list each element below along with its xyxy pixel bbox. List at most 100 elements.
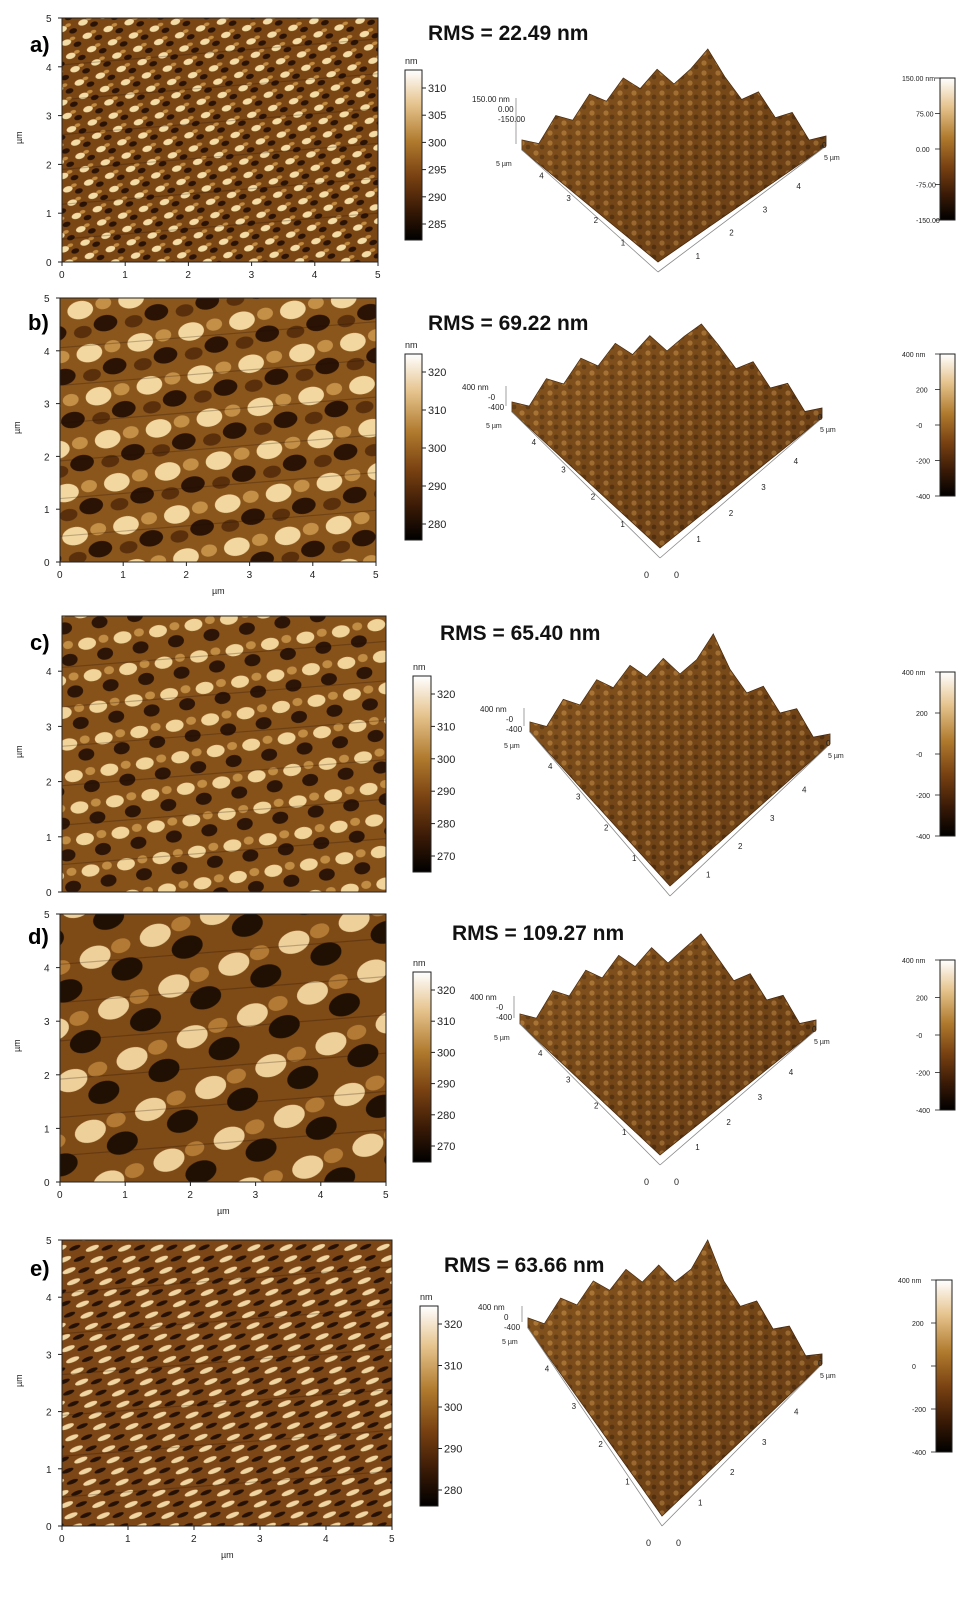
surface-right-tick-label: 2 bbox=[729, 229, 734, 238]
y-tick-label: 0 bbox=[44, 1178, 50, 1189]
colorbar-tick-label: 290 bbox=[437, 1079, 455, 1091]
colorbar-unit: nm bbox=[413, 958, 426, 968]
surface-shading bbox=[522, 49, 826, 262]
height-map-image bbox=[60, 298, 376, 562]
y-tick-label: 2 bbox=[46, 778, 52, 789]
surface-colorbar-ramp bbox=[939, 671, 956, 837]
surface-z-tick-label: -0 bbox=[496, 1003, 504, 1012]
colorbar-unit: nm bbox=[405, 340, 418, 350]
surface-streak bbox=[61, 719, 387, 747]
height-map-frame bbox=[61, 1239, 393, 1527]
x-tick-label: 0 bbox=[59, 270, 65, 281]
rms-value: RMS = 109.27 nm bbox=[452, 922, 624, 945]
x-tick-label: 0 bbox=[57, 570, 63, 581]
height-map: 0 1 2 3 4 5 0 1 2 3 4 5 µm µm bbox=[14, 1236, 395, 1560]
surface-axis-left bbox=[521, 149, 659, 273]
colorbar-tick-label: 310 bbox=[444, 1361, 462, 1373]
surface-streak bbox=[61, 798, 387, 826]
surface-origin-label: 0 bbox=[674, 570, 679, 580]
y-tick-label: 2 bbox=[46, 1408, 52, 1419]
surface-streak bbox=[61, 1266, 393, 1294]
colorbar-tick-label: 280 bbox=[437, 819, 455, 831]
surface-colorbar-tick-label: -200 bbox=[912, 1407, 926, 1414]
surface-left-axis-label: 5 µm bbox=[502, 1339, 518, 1346]
surface-axis-right bbox=[669, 743, 831, 897]
surface-streak bbox=[61, 1429, 393, 1457]
surface-left-tick-label: 3 bbox=[572, 1402, 577, 1411]
x-tick-label: 2 bbox=[191, 1534, 197, 1545]
y-tick-label: 5 bbox=[44, 294, 50, 305]
x-tick-label: 0 bbox=[57, 1190, 63, 1201]
colorbar-unit: nm bbox=[420, 1292, 433, 1302]
surface-streak bbox=[61, 837, 387, 866]
y-tick-label: 2 bbox=[44, 452, 50, 463]
surface-axis-left bbox=[527, 1327, 663, 1527]
x-tick-label: 1 bbox=[122, 1190, 128, 1201]
surface-colorbar-tick-label: -0 bbox=[916, 752, 922, 759]
surface-left-tick-label: 4 bbox=[539, 171, 544, 180]
surface-colorbar-tick-label: -150.00 bbox=[916, 218, 940, 225]
surface-left-tick-label: 1 bbox=[621, 239, 626, 248]
rms-value: RMS = 63.66 nm bbox=[444, 1254, 604, 1277]
surface-right-axis-zero: 0 bbox=[822, 141, 827, 150]
surface-right-tick-label: 4 bbox=[796, 182, 801, 191]
surface-streak bbox=[61, 1307, 393, 1335]
colorbar-tick-label: 320 bbox=[437, 985, 455, 997]
surface-z-tick-label: -400 bbox=[488, 403, 505, 412]
colorbar-tick-label: 300 bbox=[437, 1047, 455, 1059]
surface-left-tick-label: 1 bbox=[632, 854, 637, 863]
rms-value: RMS = 69.22 nm bbox=[428, 312, 588, 335]
surface-left-axis-label: 5 µm bbox=[486, 423, 502, 430]
surface-colorbar-tick-label: 0 bbox=[912, 1364, 916, 1371]
colorbar-ramp bbox=[404, 69, 423, 241]
surface-colorbar-tick-label: 400 nm bbox=[902, 670, 926, 677]
y-tick-label: 4 bbox=[46, 1293, 52, 1304]
surface-colorbar: 400 nm 200 -0 -200 -400 bbox=[902, 352, 956, 501]
surface-right-tick-label: 2 bbox=[726, 1118, 731, 1127]
y-tick-label: 3 bbox=[44, 400, 50, 411]
height-map-image bbox=[62, 616, 386, 892]
y-tick-label: 1 bbox=[46, 833, 52, 844]
surface-right-tick-label: 2 bbox=[729, 509, 734, 518]
surface-colorbar-tick-label: -200 bbox=[916, 459, 930, 466]
rms-value: RMS = 22.49 nm bbox=[428, 22, 588, 45]
surface-z-tick-label: -150.00 bbox=[498, 115, 526, 124]
surface-right-tick-label: 3 bbox=[763, 205, 768, 214]
y-tick-label: 4 bbox=[46, 63, 52, 74]
y-axis-label: µm bbox=[12, 1039, 22, 1052]
surface-left-tick-label: 4 bbox=[532, 438, 537, 447]
surface-streak bbox=[59, 509, 377, 537]
colorbar-ramp bbox=[412, 971, 432, 1163]
colorbar-tick-label: 270 bbox=[437, 1141, 455, 1153]
panel-label: d) bbox=[28, 924, 49, 949]
colorbar-tick-label: 280 bbox=[444, 1485, 462, 1497]
y-tick-label: 1 bbox=[46, 1465, 52, 1476]
surface-right-axis-label: 5 µm bbox=[820, 427, 836, 434]
panel-label: c) bbox=[30, 630, 50, 655]
surface-axis-right bbox=[657, 145, 827, 273]
surface-colorbar-tick-label: -200 bbox=[916, 793, 930, 800]
colorbar-unit: nm bbox=[405, 56, 418, 66]
surface-streak bbox=[59, 1052, 387, 1080]
surface-streak bbox=[59, 937, 387, 965]
y-tick-label: 4 bbox=[46, 667, 52, 678]
surface-3d: 400 nm-0-400 5 µm 4 3 2 1 5 µm 0 4 3 2 1 0 0 bbox=[462, 323, 836, 580]
surface-left-tick-label: 3 bbox=[561, 465, 566, 474]
surface-z-tick-label: -400 bbox=[504, 1323, 521, 1332]
surface-left-tick-label: 2 bbox=[594, 1102, 599, 1111]
surface-shading bbox=[512, 324, 822, 548]
surface-colorbar-tick-label: 400 nm bbox=[902, 352, 926, 359]
y-tick-label: 2 bbox=[46, 160, 52, 171]
height-map: 0 1 2 3 4 5 0 1 2 3 4 5 µm µm bbox=[12, 910, 389, 1216]
x-tick-label: 3 bbox=[247, 570, 253, 581]
surface-left-tick-label: 1 bbox=[625, 1477, 630, 1486]
surface-left-tick-label: 4 bbox=[538, 1049, 543, 1058]
surface-left-tick-label: 1 bbox=[620, 520, 625, 529]
surface-z-tick-label: -0 bbox=[506, 715, 514, 724]
x-tick-label: 1 bbox=[120, 570, 126, 581]
surface-streak bbox=[59, 975, 387, 1004]
x-tick-label: 4 bbox=[318, 1190, 324, 1201]
y-tick-label: 5 bbox=[46, 14, 52, 25]
